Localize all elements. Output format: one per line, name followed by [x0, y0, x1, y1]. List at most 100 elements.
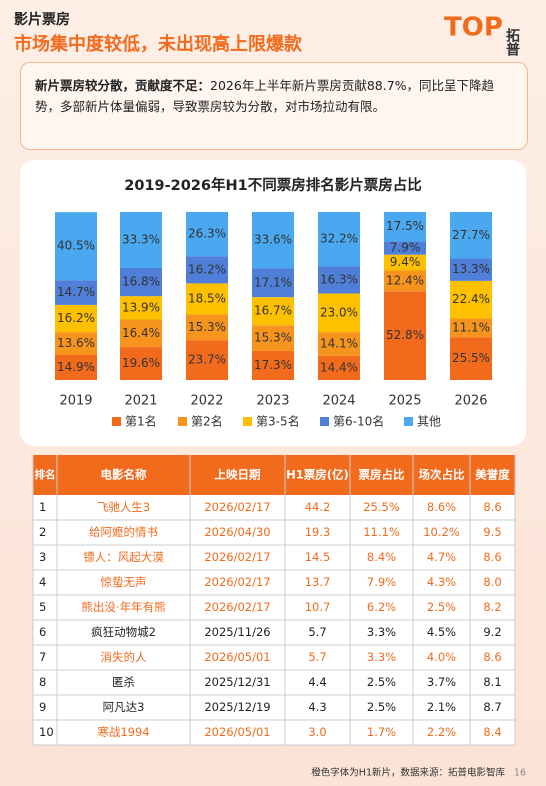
table-cell: 3.3% — [367, 625, 396, 639]
logo-mark: TOP — [444, 13, 503, 43]
table-cell: 3 — [39, 550, 46, 564]
data-label: 26.3% — [188, 227, 226, 241]
table-header: 场次占比 — [419, 468, 465, 482]
bar-segment — [55, 354, 97, 380]
data-label: 52.8% — [386, 328, 424, 342]
table-cell: 8.6 — [483, 500, 501, 514]
table-cell: 5.7 — [308, 650, 326, 664]
table-cell: 4.7% — [427, 550, 456, 564]
table-cell: 2.1% — [427, 700, 456, 714]
summary-lead: 新片票房较分散，贡献度不足： — [35, 78, 211, 93]
table-header-bg — [33, 455, 515, 495]
data-label: 16.3% — [320, 272, 358, 286]
table-cell: 6 — [39, 625, 46, 639]
table-cell: 14.5 — [305, 550, 331, 564]
summary-box: 新片票房较分散，贡献度不足：2026年上半年新片票房贡献88.7%，同比呈下降趋… — [20, 62, 528, 150]
chart-title: 2019-2026年H1不同票房排名影片票房占比 — [124, 176, 421, 194]
bar-segment — [120, 296, 162, 320]
table-header: 排名 — [35, 468, 56, 481]
table-cell: 2026/05/01 — [204, 650, 270, 664]
table-cell: 2026/04/30 — [204, 525, 270, 539]
bar-segment — [120, 319, 162, 348]
table-cell: 3.0 — [308, 725, 326, 739]
data-label: 14.4% — [320, 360, 358, 374]
bar-segment — [120, 212, 162, 268]
table-cell: 寒战1994 — [97, 725, 149, 739]
bar-segment — [252, 350, 294, 380]
page-number: 16 — [514, 768, 526, 779]
table-cell: 给阿嬷的情书 — [89, 525, 158, 539]
legend-label: 第1名 — [125, 414, 157, 429]
table-cell: 8.4% — [367, 550, 396, 564]
summary-text: 2026年上半年新片票房贡献88.7%，同比呈下降趋势，多部新片体量偏弱，导致票… — [35, 78, 495, 114]
legend-label: 第6-10名 — [333, 414, 384, 429]
bar-segment — [252, 212, 294, 269]
table-cell: 8.2 — [483, 600, 501, 614]
footer-note: 橙色字体为H1新片，数据来源：拓普电影智库 — [311, 767, 505, 779]
data-label: 14.9% — [57, 360, 95, 374]
data-label: 11.1% — [452, 320, 490, 334]
bar-segment — [384, 241, 426, 255]
table-cell: 2.2% — [427, 725, 456, 739]
table-cell: 3.7% — [427, 675, 456, 689]
table-cell: 5.7 — [308, 625, 326, 639]
table-cell: 2026/05/01 — [204, 725, 270, 739]
table-header: 上映日期 — [215, 468, 261, 482]
table-cell: 熊出没·年年有熊 — [81, 600, 165, 614]
bar-segment — [318, 212, 360, 267]
table-header: 电影名称 — [101, 468, 147, 482]
legend-swatch — [320, 417, 329, 426]
table-cell: 4 — [39, 575, 46, 589]
table-cell: 44.2 — [305, 500, 331, 514]
table-cell: 8.7 — [483, 700, 501, 714]
bar-segment — [450, 318, 492, 338]
bar-segment — [450, 337, 492, 380]
x-tick-label: 2026 — [454, 394, 487, 409]
data-label: 25.5% — [452, 351, 490, 365]
bar-segment — [318, 355, 360, 380]
table-cell: 4.3% — [427, 575, 456, 589]
logo-name: 拓普 — [504, 27, 520, 56]
data-label: 13.9% — [122, 300, 160, 314]
table-cell: 镖人：风起大漠 — [83, 550, 164, 564]
table-cell: 2025/11/26 — [204, 625, 270, 639]
data-label: 19.6% — [122, 356, 160, 370]
data-label: 17.3% — [254, 358, 292, 372]
data-label: 16.2% — [188, 262, 226, 276]
table-cell: 飞驰人生3 — [97, 500, 150, 514]
bar-segment — [384, 212, 426, 242]
table-cell: 5 — [39, 600, 46, 614]
table-cell: 2026/02/17 — [204, 600, 270, 614]
legend-label: 其他 — [417, 415, 441, 429]
table-cell: 8.0 — [483, 575, 501, 589]
legend-label: 第2名 — [191, 414, 223, 429]
table-cell: 7.9% — [367, 575, 396, 589]
table-cell: 2026/02/17 — [204, 550, 270, 564]
x-tick-label: 2019 — [59, 394, 92, 409]
x-tick-label: 2022 — [190, 394, 223, 409]
data-label: 32.2% — [320, 232, 358, 246]
x-tick-label: 2025 — [388, 394, 421, 409]
data-label: 17.5% — [386, 219, 424, 233]
bar-segment — [450, 212, 492, 259]
table-cell: 7 — [39, 650, 46, 664]
table-cell: 4.5% — [427, 625, 456, 639]
table-cell: 8.6 — [483, 550, 501, 564]
x-tick-label: 2024 — [322, 394, 355, 409]
bar-segment — [384, 254, 426, 271]
data-label: 9.4% — [390, 255, 421, 269]
table-cell: 匿杀 — [112, 675, 135, 689]
page-title: 影片票房 — [14, 11, 70, 28]
table-cell: 10 — [39, 725, 54, 739]
table-cell: 消失的人 — [101, 650, 147, 664]
table-cell: 4.4 — [308, 675, 326, 689]
table-cell: 19.3 — [305, 525, 331, 539]
data-label: 23.7% — [188, 353, 226, 367]
bar-segment — [450, 280, 492, 319]
data-label: 22.4% — [452, 292, 490, 306]
table-cell: 13.7 — [305, 575, 331, 589]
table-cell: 阿凡达3 — [103, 700, 145, 714]
x-tick-label: 2023 — [256, 394, 289, 409]
